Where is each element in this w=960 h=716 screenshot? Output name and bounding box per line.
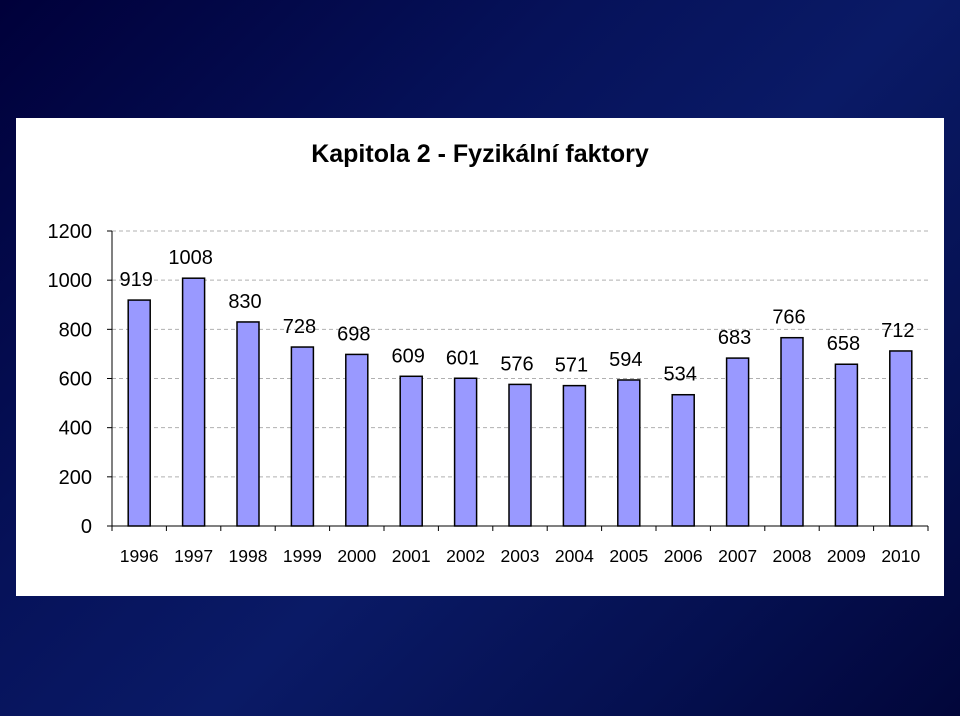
x-tick-label-1996: 1996 (120, 546, 159, 566)
x-tick-label-2004: 2004 (555, 546, 594, 566)
y-tick-label: 1200 (48, 221, 93, 243)
x-tick-label-2008: 2008 (773, 546, 812, 566)
value-labels: 919 1008 830 728 698 609 601 576 571 594 534 683 766… (120, 247, 915, 386)
bar-1998 (236, 321, 260, 527)
bar-2008 (780, 336, 804, 527)
value-label-2000: 698 (337, 323, 370, 345)
x-tick-label-1997: 1997 (174, 546, 213, 566)
x-tick-label-1999: 1999 (283, 546, 322, 566)
x-tick-label-2009: 2009 (827, 546, 866, 566)
value-label-2007: 683 (718, 327, 751, 349)
y-tick-label: 400 (59, 418, 92, 440)
x-tick-label-2000: 2000 (337, 546, 376, 566)
value-label-2009: 658 (827, 333, 860, 355)
y-tick-label: 0 (81, 516, 92, 538)
y-tick-label: 200 (59, 467, 92, 489)
x-tick-label-2005: 2005 (609, 546, 648, 566)
bar-2000 (345, 353, 369, 527)
chart-title: Kapitola 2 - Fyzikální faktory (311, 140, 649, 168)
bar-2006 (671, 393, 695, 527)
x-tick-label-2007: 2007 (718, 546, 757, 566)
bar-2001 (399, 375, 423, 527)
x-tick-label-2010: 2010 (881, 546, 920, 566)
value-label-2004: 571 (555, 355, 588, 377)
value-label-1996: 919 (120, 269, 153, 291)
value-label-2010: 712 (881, 320, 914, 342)
bar-2004 (562, 384, 587, 527)
bar-2003 (508, 383, 532, 527)
value-label-2005: 594 (609, 349, 642, 371)
value-label-2003: 576 (500, 353, 533, 375)
value-label-2002: 601 (446, 347, 479, 369)
value-label-2008: 766 (772, 307, 805, 329)
y-tick-label: 800 (59, 319, 92, 341)
bar-2007 (725, 357, 750, 527)
bar-2010 (889, 350, 913, 527)
bar-1996 (127, 299, 151, 527)
x-tick-label-2003: 2003 (501, 546, 540, 566)
y-tick-label: 600 (59, 369, 92, 391)
x-tick-labels: 1996 1997 1998 1999 2000 2001 2002 2003 2004 2005… (120, 546, 921, 566)
bar-2005 (617, 379, 641, 527)
value-label-1998: 830 (228, 291, 261, 313)
y-tick-labels: 0 200 400 600 800 1000 1200 (48, 221, 93, 538)
value-label-1999: 728 (283, 316, 316, 338)
value-label-1997: 1008 (168, 247, 213, 269)
x-tick-label-2006: 2006 (664, 546, 703, 566)
value-label-2001: 609 (392, 345, 425, 367)
y-tick-label: 1000 (48, 270, 93, 292)
x-tick-label-1998: 1998 (229, 546, 268, 566)
bars (127, 277, 913, 527)
bar-1999 (290, 346, 315, 527)
value-label-2006: 534 (664, 364, 697, 386)
bar-2002 (453, 377, 478, 527)
x-tick-label-2002: 2002 (446, 546, 485, 566)
x-tick-label-2001: 2001 (392, 546, 431, 566)
bar-1997 (181, 277, 206, 527)
bar-2009 (834, 363, 859, 527)
